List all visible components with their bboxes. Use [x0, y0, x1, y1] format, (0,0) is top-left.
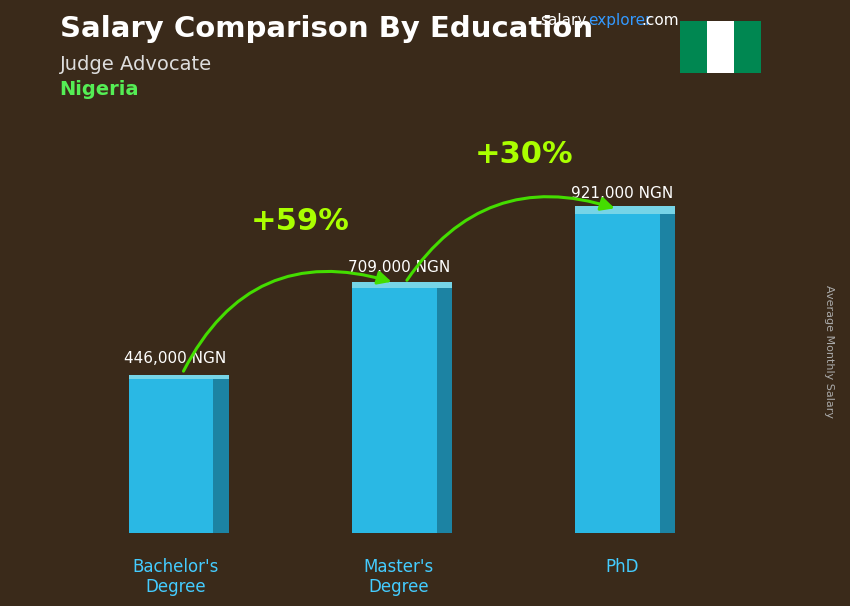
Text: Judge Advocate: Judge Advocate [60, 55, 212, 73]
Bar [734, 21, 761, 73]
Bar [575, 207, 675, 215]
Bar [707, 21, 734, 73]
Text: PhD: PhD [605, 558, 638, 576]
Text: Master's
Degree: Master's Degree [364, 558, 434, 596]
Bar [660, 215, 675, 533]
Bar [575, 215, 660, 533]
Text: Bachelor's
Degree: Bachelor's Degree [133, 558, 218, 596]
Bar [128, 375, 229, 379]
Bar [213, 379, 229, 533]
Text: explorer: explorer [588, 13, 652, 28]
Text: 446,000 NGN: 446,000 NGN [124, 351, 227, 365]
Text: +30%: +30% [474, 139, 573, 168]
Bar [680, 21, 707, 73]
Text: .com: .com [641, 13, 678, 28]
Text: 709,000 NGN: 709,000 NGN [348, 259, 450, 275]
Text: salary: salary [540, 13, 586, 28]
Bar [128, 379, 213, 533]
Text: Average Monthly Salary: Average Monthly Salary [824, 285, 834, 418]
Text: 921,000 NGN: 921,000 NGN [570, 186, 673, 201]
Text: Nigeria: Nigeria [60, 80, 139, 99]
Bar [352, 288, 437, 533]
Bar [437, 288, 452, 533]
Bar [352, 282, 452, 288]
Text: Salary Comparison By Education: Salary Comparison By Education [60, 15, 592, 43]
Text: +59%: +59% [251, 207, 350, 236]
